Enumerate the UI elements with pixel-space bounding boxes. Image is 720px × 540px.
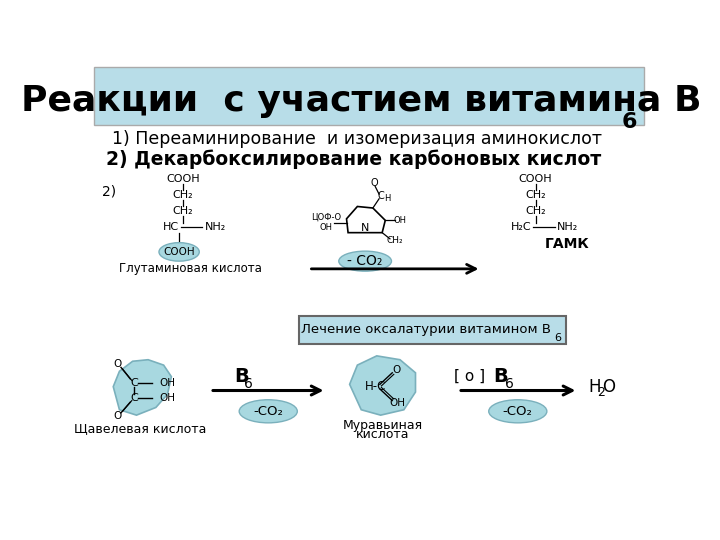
Text: COOH: COOH xyxy=(163,247,195,257)
Text: 6: 6 xyxy=(554,333,561,343)
Text: CH₂: CH₂ xyxy=(386,236,403,245)
Text: C: C xyxy=(130,378,138,388)
Polygon shape xyxy=(350,356,415,415)
Text: В: В xyxy=(234,367,248,386)
Text: NH₂: NH₂ xyxy=(204,222,226,232)
Text: O: O xyxy=(602,379,616,396)
Text: ЦОФ-О: ЦОФ-О xyxy=(311,213,341,222)
Text: OH: OH xyxy=(389,398,405,408)
Text: C: C xyxy=(130,393,138,403)
Text: 2): 2) xyxy=(102,185,116,199)
Text: 6: 6 xyxy=(505,376,513,390)
Text: ГАМК: ГАМК xyxy=(544,237,589,251)
Text: Щавелевая кислота: Щавелевая кислота xyxy=(74,422,207,435)
Text: - CO₂: - CO₂ xyxy=(348,254,383,268)
Text: ОН: ОН xyxy=(394,216,407,225)
Text: 6: 6 xyxy=(621,112,637,132)
Ellipse shape xyxy=(159,242,199,261)
Text: CH₂: CH₂ xyxy=(173,190,193,200)
Text: COOH: COOH xyxy=(519,174,552,184)
Text: OH: OH xyxy=(160,378,176,388)
Text: H: H xyxy=(384,194,390,203)
FancyBboxPatch shape xyxy=(94,67,644,125)
Text: H: H xyxy=(588,379,600,396)
Text: 1) Переаминирование  и изомеризация аминокислот: 1) Переаминирование и изомеризация амино… xyxy=(112,131,602,149)
Text: Реакции  с участием витамина В: Реакции с участием витамина В xyxy=(21,84,701,118)
Ellipse shape xyxy=(339,251,392,271)
FancyBboxPatch shape xyxy=(300,316,566,343)
Text: Лечение оксалатурии витамином В: Лечение оксалатурии витамином В xyxy=(302,323,552,336)
Text: [ о ]: [ о ] xyxy=(454,369,485,384)
Text: Глутаминовая кислота: Глутаминовая кислота xyxy=(120,262,262,275)
Text: O: O xyxy=(114,359,122,369)
Text: Муравьиная: Муравьиная xyxy=(343,418,423,431)
Text: O: O xyxy=(392,366,400,375)
Text: O: O xyxy=(371,178,378,188)
Text: N: N xyxy=(361,223,369,233)
Ellipse shape xyxy=(489,400,547,423)
Text: В: В xyxy=(493,367,508,386)
Text: O: O xyxy=(114,411,122,421)
Text: -CO₂: -CO₂ xyxy=(503,405,533,418)
Text: H-C: H-C xyxy=(365,380,387,393)
Text: CH₂: CH₂ xyxy=(173,206,193,216)
Text: -CO₂: -CO₂ xyxy=(253,405,283,418)
Text: 6: 6 xyxy=(244,376,253,390)
Text: 2: 2 xyxy=(598,386,606,399)
Text: C: C xyxy=(377,192,384,201)
Text: CH₂: CH₂ xyxy=(526,190,546,200)
Polygon shape xyxy=(113,360,171,415)
Text: 2) Декарбоксилирование карбоновых кислот: 2) Декарбоксилирование карбоновых кислот xyxy=(106,149,600,168)
Text: кислота: кислота xyxy=(356,428,410,441)
Text: HC: HC xyxy=(163,222,179,232)
Text: OH: OH xyxy=(160,393,176,403)
Text: NH₂: NH₂ xyxy=(557,222,579,232)
Text: COOH: COOH xyxy=(166,174,200,184)
Ellipse shape xyxy=(239,400,297,423)
Text: CH₂: CH₂ xyxy=(526,206,546,216)
Text: ОН: ОН xyxy=(320,223,333,232)
Text: H₂C: H₂C xyxy=(511,222,532,232)
